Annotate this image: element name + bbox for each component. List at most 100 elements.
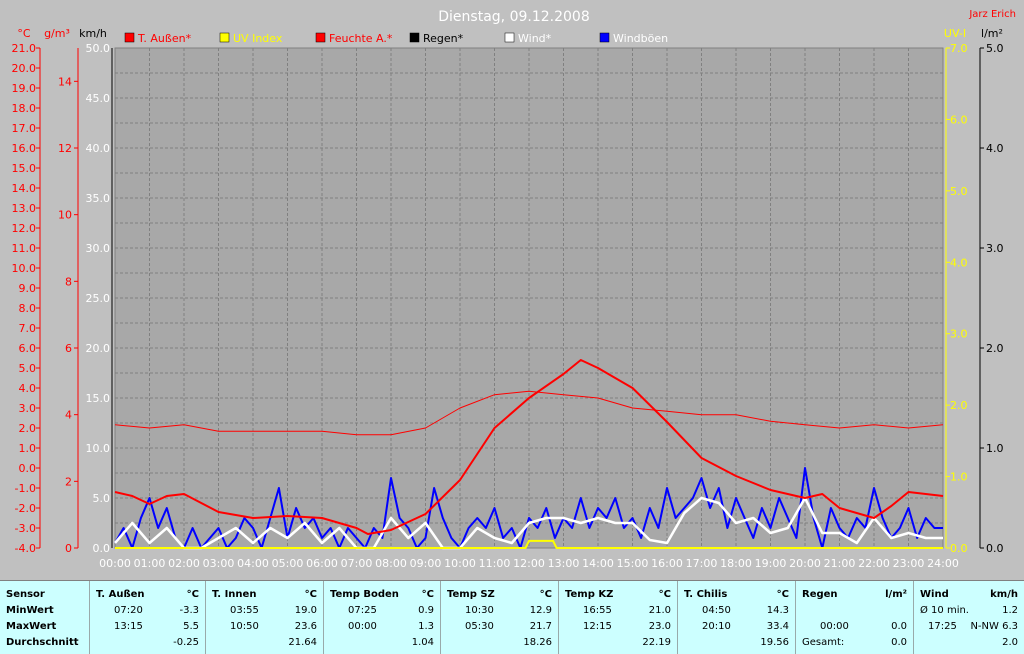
stats-avg-value: 22.19 <box>642 637 671 648</box>
celsius-tick-label: 3.0 <box>19 402 37 415</box>
time-tick-label: 13:00 <box>548 557 580 570</box>
author-label: Jarz Erich <box>968 9 1016 20</box>
stats-max-time: 12:15 <box>583 621 612 632</box>
stats-col-unit: °C <box>658 589 671 600</box>
stats-max-time: 00:00 <box>820 621 849 632</box>
stats-min-value: -3.3 <box>179 605 199 616</box>
stats-min-time: 03:55 <box>230 605 259 616</box>
stats-column-wind: Wind km/h Ø 10 min. 1.2 17:25 N-NW 6.3 2.0 <box>913 581 1024 654</box>
celsius-tick-label: 8.0 <box>19 302 37 315</box>
uvi-tick-label: 3.0 <box>950 328 968 341</box>
stats-col-unit: °C <box>186 589 199 600</box>
stats-column-temp-boden: Temp Boden °C 07:25 0.9 00:00 1.3 1.04 <box>323 581 440 654</box>
legend-swatch <box>599 32 610 43</box>
kmh-tick-label: 20.0 <box>86 342 111 355</box>
stats-max-time: 05:30 <box>465 621 494 632</box>
stats-column-t-aussen: T. Außen °C 07:20 -3.3 13:15 5.5 -0.25 <box>89 581 205 654</box>
celsius-tick-label: 4.0 <box>19 382 37 395</box>
celsius-tick-label: 15.0 <box>12 162 37 175</box>
celsius-tick-label: -2.0 <box>15 502 36 515</box>
stats-col-title: Temp Boden <box>330 589 399 600</box>
stats-col-title: T. Chilis <box>684 589 728 600</box>
stats-avg-value: 19.56 <box>760 637 789 648</box>
legend-label: Wind* <box>518 32 552 45</box>
stats-col-title: T. Innen <box>212 589 257 600</box>
celsius-tick-label: -1.0 <box>15 482 36 495</box>
gm3-tick-label: 2 <box>65 475 72 488</box>
stats-avg10-label: Ø 10 min. <box>920 605 969 616</box>
time-tick-label: 04:00 <box>237 557 269 570</box>
celsius-tick-label: 21.0 <box>12 42 37 55</box>
stats-col-title: Temp KZ <box>565 589 614 600</box>
stats-max-time: 10:50 <box>230 621 259 632</box>
stats-max-time: 13:15 <box>114 621 143 632</box>
lm2-tick-label: 5.0 <box>986 42 1004 55</box>
stats-column-temp-kz: Temp KZ °C 16:55 21.0 12:15 23.0 22.19 <box>558 581 677 654</box>
kmh-tick-label: 10.0 <box>86 442 111 455</box>
celsius-tick-label: -4.0 <box>15 542 36 555</box>
stats-col-unit: km/h <box>990 589 1018 600</box>
kmh-tick-label: 40.0 <box>86 142 111 155</box>
stats-column-t-innen: T. Innen °C 03:55 19.0 10:50 23.6 21.64 <box>205 581 323 654</box>
stats-avg-value: 1.04 <box>411 637 434 648</box>
series-feuchte-line <box>114 390 944 436</box>
stats-avg-value: 18.26 <box>523 637 552 648</box>
stats-max-value: 33.4 <box>766 621 789 632</box>
time-tick-label: 15:00 <box>617 557 649 570</box>
series-windboeen-line <box>114 467 943 549</box>
time-tick-label: 06:00 <box>306 557 338 570</box>
gm3-unit-label: g/m³ <box>44 27 70 40</box>
stats-min-value: 14.3 <box>766 605 789 616</box>
time-tick-label: 11:00 <box>479 557 511 570</box>
stats-col-unit: °C <box>539 589 552 600</box>
stats-col-title: Temp SZ <box>447 589 495 600</box>
stats-max-time: 00:00 <box>348 621 377 632</box>
time-tick-label: 00:00 <box>99 557 131 570</box>
stats-max-time: 20:10 <box>702 621 731 632</box>
time-tick-label: 16:00 <box>651 557 683 570</box>
uvi-tick-label: 0.0 <box>950 542 968 555</box>
uvi-tick-label: 7.0 <box>950 42 968 55</box>
stats-max-value: 0.0 <box>891 621 907 632</box>
gm3-tick-label: 14 <box>58 75 72 88</box>
stats-min-value: 21.0 <box>648 605 671 616</box>
stats-min-time: 10:30 <box>465 605 494 616</box>
stats-max-value: 23.0 <box>648 621 671 632</box>
kmh-tick-label: 50.0 <box>86 42 111 55</box>
series-t-aussen-line <box>114 359 944 535</box>
stats-header-min: MinWert <box>6 605 54 616</box>
lm2-unit-label: l/m² <box>981 27 1003 40</box>
kmh-tick-label: 15.0 <box>86 392 111 405</box>
stats-col-title: Wind <box>920 589 949 600</box>
celsius-tick-label: 18.0 <box>12 102 37 115</box>
gm3-tick-label: 0 <box>65 542 72 555</box>
time-tick-label: 20:00 <box>789 557 821 570</box>
chart-title: Dienstag, 09.12.2008 <box>438 9 589 25</box>
legend-label: T. Außen* <box>137 32 192 45</box>
stats-max-value: 23.6 <box>294 621 317 632</box>
celsius-tick-label: 17.0 <box>12 122 37 135</box>
time-tick-label: 02:00 <box>168 557 200 570</box>
time-tick-label: 18:00 <box>720 557 752 570</box>
legend-label: Regen* <box>423 32 464 45</box>
time-tick-label: 05:00 <box>272 557 304 570</box>
stats-min-time: 07:20 <box>114 605 143 616</box>
gm3-tick-label: 10 <box>58 209 72 222</box>
stats-column-regen: Regen l/m² 00:00 0.0 Gesamt: 0.0 <box>795 581 913 654</box>
celsius-tick-label: 12.0 <box>12 222 37 235</box>
legend-label: Feuchte A.* <box>329 32 393 45</box>
stats-col-unit: °C <box>304 589 317 600</box>
tick-labels: 21.020.019.018.017.016.015.014.013.012.0… <box>12 42 1004 570</box>
statistics-table: Sensor MinWert MaxWert Durchschnitt T. A… <box>0 580 1024 654</box>
stats-min-value: 1.2 <box>1002 605 1018 616</box>
lm2-tick-label: 2.0 <box>986 342 1004 355</box>
stats-col-title: Regen <box>802 589 838 600</box>
celsius-tick-label: 9.0 <box>19 282 37 295</box>
celsius-tick-label: 10.0 <box>12 262 37 275</box>
celsius-tick-label: 19.0 <box>12 82 37 95</box>
stats-header-avg: Durchschnitt <box>6 637 79 648</box>
uvi-tick-label: 5.0 <box>950 185 968 198</box>
time-tick-label: 10:00 <box>444 557 476 570</box>
stats-max-value: N-NW 6.3 <box>970 621 1018 632</box>
time-tick-label: 03:00 <box>203 557 235 570</box>
